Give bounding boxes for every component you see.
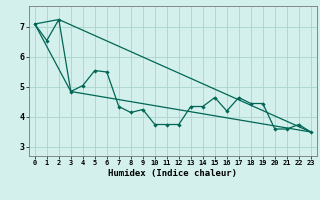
X-axis label: Humidex (Indice chaleur): Humidex (Indice chaleur) [108, 169, 237, 178]
